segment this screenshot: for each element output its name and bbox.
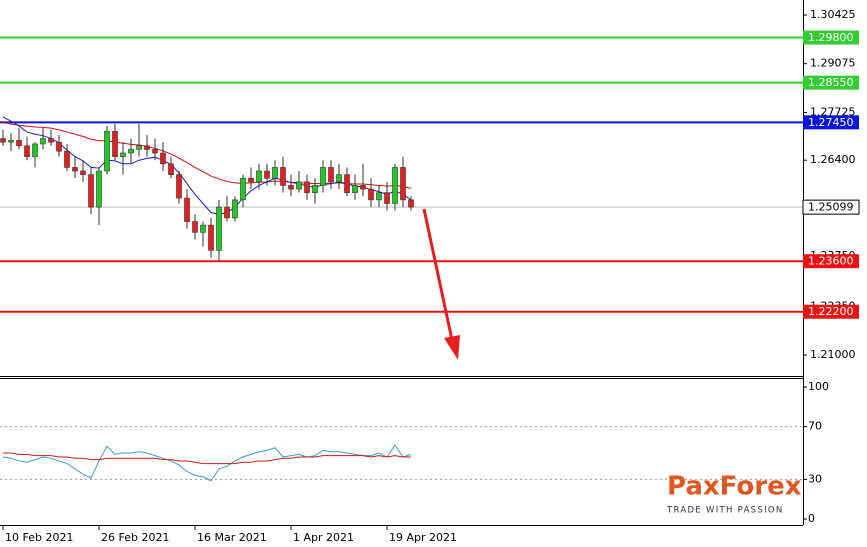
candle-body <box>200 224 206 233</box>
candle-body <box>112 131 118 157</box>
x-tick-label: 1 Apr 2021 <box>293 531 354 544</box>
x-tick-label: 16 Mar 2021 <box>197 531 267 544</box>
x-tick-label: 26 Feb 2021 <box>101 531 169 544</box>
candle-body <box>64 150 70 168</box>
candle-body <box>240 177 246 201</box>
level-label-box <box>803 304 859 319</box>
x-tick-label: 10 Feb 2021 <box>5 531 73 544</box>
candle-body <box>360 185 366 190</box>
candle-body <box>72 167 78 172</box>
candle-body <box>136 145 142 150</box>
y-tick-label: 1.21000 <box>810 348 856 361</box>
candle-body <box>296 181 302 190</box>
candle-body <box>304 181 310 193</box>
x-tick-label: 19 Apr 2021 <box>389 531 457 544</box>
candle-body <box>328 167 334 183</box>
candle-body <box>80 170 86 175</box>
candle-body <box>144 145 150 150</box>
candle-body <box>88 174 94 208</box>
candle-body <box>120 152 126 157</box>
level-label-box <box>803 75 859 90</box>
indicator-line <box>3 452 411 465</box>
candle-body <box>168 163 174 175</box>
candle-body <box>368 188 374 201</box>
level-label: 1.29800 <box>808 31 854 44</box>
level-label-box <box>803 115 859 130</box>
candle-body <box>392 167 398 204</box>
y-tick-label: 100 <box>808 380 829 393</box>
candle-body <box>16 140 22 147</box>
y-tick-label: 0 <box>808 512 815 525</box>
level-label: 1.22200 <box>808 305 854 318</box>
logo-name: PaxForex <box>667 472 802 502</box>
candle-body <box>280 167 286 186</box>
candle-body <box>312 185 318 193</box>
last-price-box <box>802 199 860 215</box>
candle-body <box>272 167 278 179</box>
candle-body <box>400 167 406 201</box>
candle-body <box>208 224 214 251</box>
candle-body <box>96 170 102 208</box>
y-tick-label: 70 <box>808 420 822 433</box>
level-label: 1.23600 <box>808 255 854 268</box>
y-tick-label: 1.27725 <box>810 105 856 118</box>
indicator-line <box>2 116 412 215</box>
candle-body <box>152 149 158 154</box>
forecast-arrow <box>422 208 460 360</box>
candle-body <box>248 177 254 183</box>
candle-body <box>384 192 390 204</box>
indicator-line <box>2 121 412 189</box>
candle-body <box>128 149 134 154</box>
y-tick-label: 1.29075 <box>810 57 856 70</box>
candle-body <box>264 170 270 179</box>
last-price-label: 1.25099 <box>808 201 854 214</box>
level-label: 1.27450 <box>808 116 854 129</box>
candle-body <box>192 221 198 233</box>
candle-body <box>376 192 382 201</box>
candle-body <box>288 185 294 190</box>
level-label-box <box>803 254 859 269</box>
level-label: 1.28550 <box>808 76 854 89</box>
candle-body <box>352 185 358 193</box>
candle-body <box>176 174 182 199</box>
logo-tagline: TRADE WITH PASSION <box>666 506 784 516</box>
candle-body <box>0 138 6 143</box>
candle-body <box>8 140 14 143</box>
candle-body <box>256 170 262 183</box>
candle-body <box>408 199 414 208</box>
y-tick-label: 1.30425 <box>810 8 856 21</box>
candle-body <box>344 174 350 193</box>
indicator-line <box>2 444 412 482</box>
candle-body <box>32 143 38 157</box>
candle-body <box>336 174 342 183</box>
candle-body <box>184 197 190 222</box>
candle-body <box>320 167 326 186</box>
candle-body <box>232 199 238 219</box>
candle-body <box>160 152 166 165</box>
candle-body <box>224 206 230 219</box>
y-tick-label: 30 <box>808 472 822 485</box>
level-label-box <box>803 30 859 45</box>
candle-body <box>56 141 62 152</box>
candle-body <box>104 131 110 172</box>
y-tick-label: 1.26400 <box>810 153 856 166</box>
candle-body <box>216 206 222 251</box>
candle-body <box>48 138 54 143</box>
candle-body <box>40 138 46 145</box>
candle-body <box>24 145 30 157</box>
